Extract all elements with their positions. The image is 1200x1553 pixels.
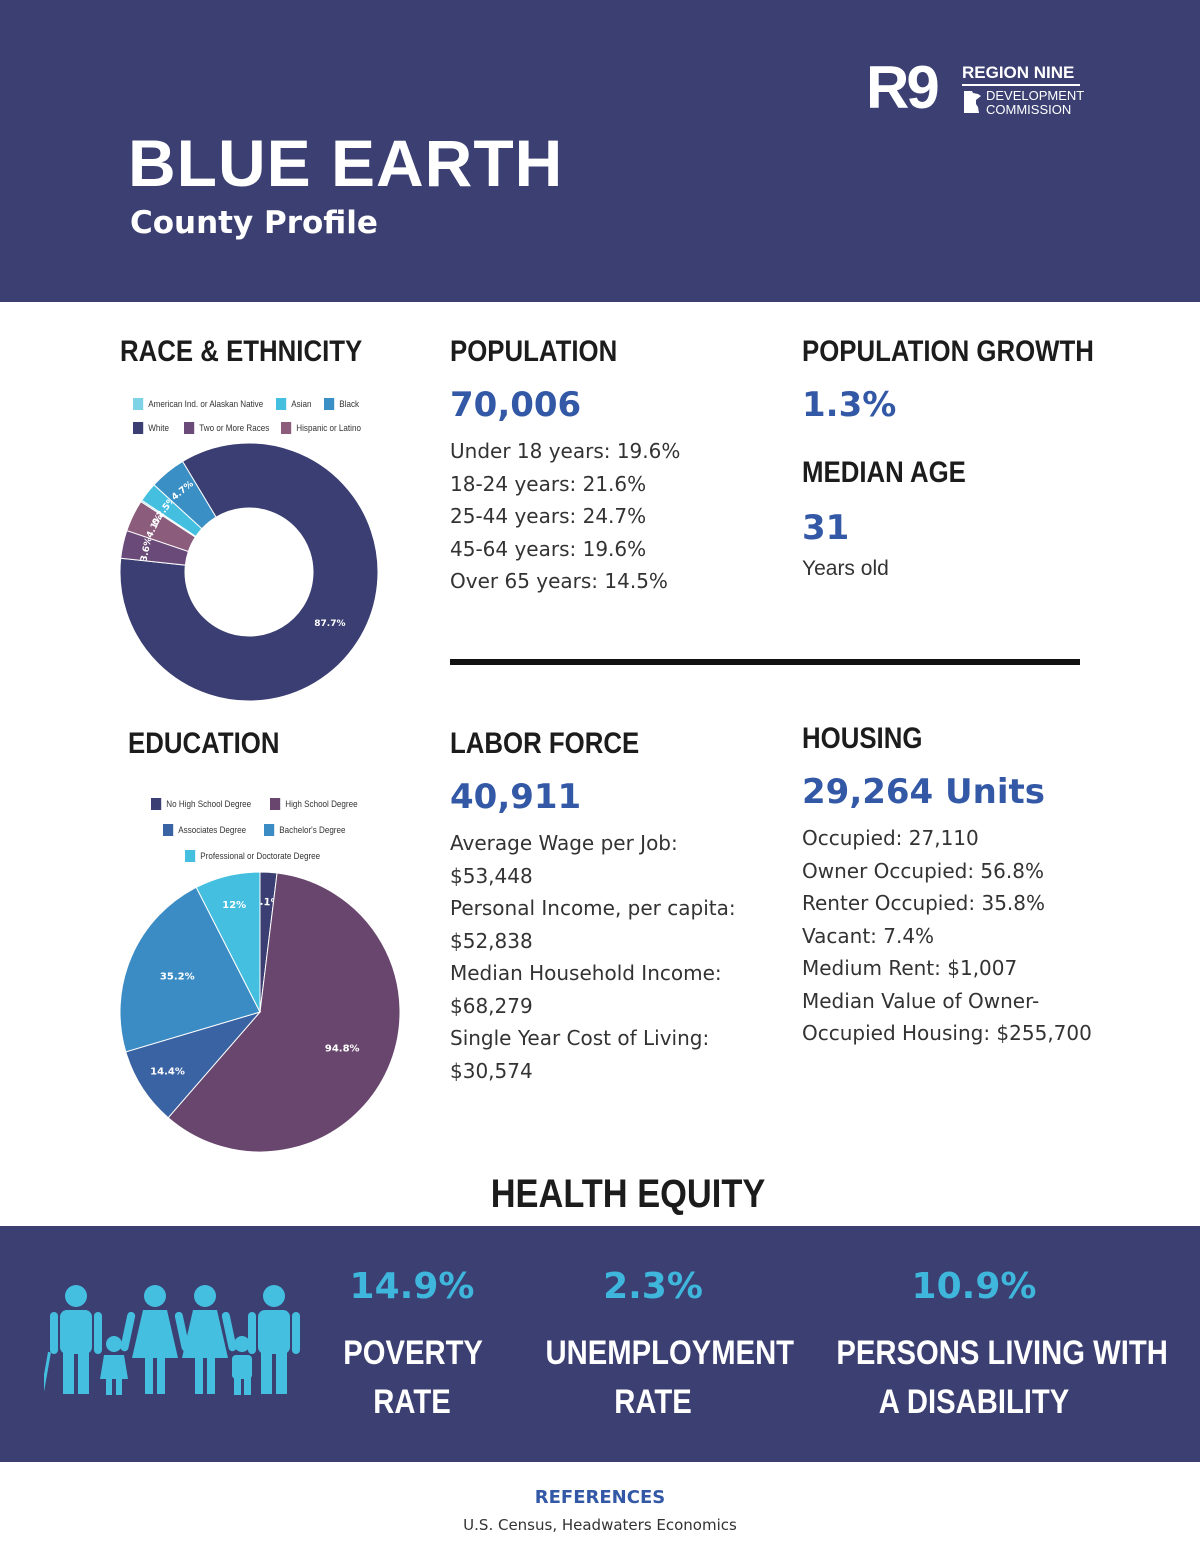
poverty-label-2: RATE — [373, 1383, 451, 1421]
legend-swatch — [270, 798, 281, 810]
population-line: 25-44 years: 24.7% — [450, 504, 647, 528]
race-legend-item: American Ind. or Alaskan Native — [133, 398, 263, 410]
education-legend-item: Professional or Doctorate Degree — [185, 850, 320, 862]
housing-line: Owner Occupied: 56.8% — [802, 858, 1044, 883]
slice-associates-degree — [125, 1011, 262, 1119]
population-line: Over 65 years: 14.5% — [450, 569, 668, 593]
labor-line: Average Wage per Job: — [450, 831, 678, 855]
legend-swatch — [151, 798, 162, 810]
region-nine-logo: R9 REGION NINE DEVELOPMENT COMMISSION — [866, 58, 1086, 128]
labor-line: $68,279 — [450, 993, 533, 1018]
population-value: 70,006 — [450, 385, 582, 425]
growth-heading: POPULATION GROWTH — [802, 335, 1094, 368]
growth-value: 1.3% — [802, 385, 897, 425]
legend-swatch — [185, 850, 196, 862]
housing-details: Occupied: 27,110 Owner Occupied: 56.8% R… — [802, 822, 1092, 1050]
slice-label: 12% — [222, 900, 246, 911]
population-heading: POPULATION — [450, 335, 618, 368]
references-body: U.S. Census, Headwaters Economics — [463, 1516, 737, 1534]
unemployment-stat: 2.3% UNEMPLOYMENT RATE — [528, 1266, 795, 1427]
legend-swatch — [281, 422, 292, 434]
county-title: BLUE EARTH — [128, 126, 564, 200]
health-heading: HEALTH EQUITY — [490, 1172, 766, 1216]
poverty-pct: 14.9% — [349, 1266, 475, 1307]
logo-title: REGION NINE — [962, 63, 1075, 82]
race-legend-item: Two or More Races — [184, 422, 269, 434]
legend-swatch — [133, 398, 144, 410]
slice-label: 94.8% — [325, 1044, 360, 1055]
unemployment-label-2: RATE — [614, 1383, 692, 1421]
education-legend-item: Bachelor's Degree — [264, 824, 345, 836]
unemployment-label-1: UNEMPLOYMENT — [545, 1334, 795, 1372]
race-legend-item: Asian — [276, 398, 312, 410]
legend-swatch — [264, 824, 275, 836]
slice-black — [153, 460, 217, 530]
race-legend-item: Hispanic or Latino — [281, 422, 361, 434]
education-heading: EDUCATION — [128, 727, 280, 760]
housing-line: Vacant: 7.4% — [802, 923, 935, 948]
median-age-heading: MEDIAN AGE — [802, 456, 966, 489]
family-icon — [44, 1285, 300, 1396]
slice-label: 14.4% — [150, 1067, 185, 1078]
minnesota-state-icon — [964, 91, 981, 113]
race-heading: RACE & ETHNICITY — [120, 335, 363, 368]
housing-line: Occupied: 27,110 — [802, 826, 979, 850]
labor-details: Average Wage per Job: $53,448 Personal I… — [450, 827, 736, 1087]
slice-professional-or-doctorate-degree — [195, 871, 261, 1013]
median-age-value: 31 — [802, 508, 850, 548]
race-donut-chart: 87.7%3.6%4.1%0.2%2.5%4.7% — [119, 442, 379, 702]
population-line: 18-24 years: 21.6% — [450, 471, 647, 496]
labor-line: Personal Income, per capita: — [450, 896, 736, 920]
slice-label: 35.2% — [160, 972, 195, 983]
education-legend-item: No High School Degree — [151, 798, 251, 810]
housing-heading: HOUSING — [802, 722, 923, 755]
logo-rule — [962, 84, 1080, 86]
slice-bachelor-s-degree — [119, 886, 261, 1053]
logo-subtitle-2: COMMISSION — [986, 102, 1072, 117]
legend-swatch — [184, 422, 195, 434]
legend-swatch — [276, 398, 287, 410]
legend-swatch — [133, 422, 144, 434]
population-line: Under 18 years: 19.6% — [450, 439, 681, 463]
county-subtitle: County Profile — [130, 205, 378, 241]
slice-high-school-degree — [167, 872, 401, 1153]
disability-pct: 10.9% — [911, 1266, 1037, 1307]
education-legend-item: High School Degree — [270, 798, 358, 810]
labor-line: Median Household Income: — [450, 961, 722, 985]
poverty-label-1: POVERTY — [343, 1334, 483, 1372]
housing-value: 29,264 Units — [802, 772, 1045, 812]
housing-line: Median Value of Owner- — [802, 988, 1040, 1013]
labor-line: Single Year Cost of Living: — [450, 1026, 710, 1050]
logo-subtitle-1: DEVELOPMENT — [986, 88, 1085, 103]
logo-mark: R9 — [866, 54, 940, 121]
housing-line: Medium Rent: $1,007 — [802, 956, 1018, 980]
poverty-stat: 14.9% POVERTY RATE — [332, 1266, 492, 1427]
labor-line: $30,574 — [450, 1058, 533, 1083]
section-divider — [450, 659, 1080, 665]
disability-stat: 10.9% PERSONS LIVING WITH A DISABILITY — [814, 1266, 1168, 1427]
header-band — [0, 0, 1200, 302]
population-breakdown: Under 18 years: 19.6% 18-24 years: 21.6%… — [450, 435, 680, 598]
disability-label-2: A DISABILITY — [878, 1383, 1070, 1421]
education-legend-item: Associates Degree — [163, 824, 246, 836]
labor-line: $53,448 — [450, 863, 533, 888]
median-age-unit: Years old — [802, 557, 889, 580]
labor-line: $52,838 — [450, 928, 533, 953]
race-legend-item: Black — [324, 398, 359, 410]
labor-value: 40,911 — [450, 777, 582, 817]
housing-line: Occupied Housing: $255,700 — [802, 1021, 1092, 1045]
population-line: 45-64 years: 19.6% — [450, 536, 647, 561]
disability-label-1: PERSONS LIVING WITH — [836, 1334, 1168, 1372]
legend-swatch — [324, 398, 335, 410]
labor-heading: LABOR FORCE — [450, 727, 640, 760]
unemployment-pct: 2.3% — [603, 1266, 703, 1307]
education-pie-chart: 3.1%94.8%14.4%35.2%12% — [119, 871, 401, 1153]
references-title: REFERENCES — [534, 1487, 666, 1508]
housing-line: Renter Occupied: 35.8% — [802, 891, 1045, 915]
race-legend-item: White — [133, 422, 169, 434]
slice-white — [119, 442, 379, 702]
legend-swatch — [163, 824, 174, 836]
slice-label: 87.7% — [314, 619, 345, 629]
